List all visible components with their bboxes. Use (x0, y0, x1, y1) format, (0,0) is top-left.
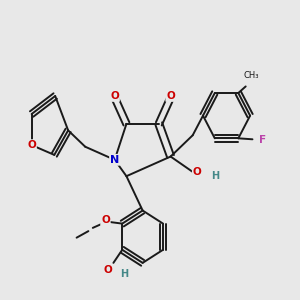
Text: O: O (27, 140, 36, 150)
Text: O: O (166, 91, 175, 101)
Text: H: H (211, 171, 219, 181)
Text: CH₃: CH₃ (244, 71, 259, 80)
Text: F: F (259, 135, 266, 145)
Text: O: O (110, 91, 119, 101)
Text: H: H (120, 269, 128, 279)
Text: N: N (110, 155, 119, 165)
Text: O: O (193, 167, 202, 177)
Text: O: O (101, 215, 110, 225)
Text: O: O (103, 266, 112, 275)
